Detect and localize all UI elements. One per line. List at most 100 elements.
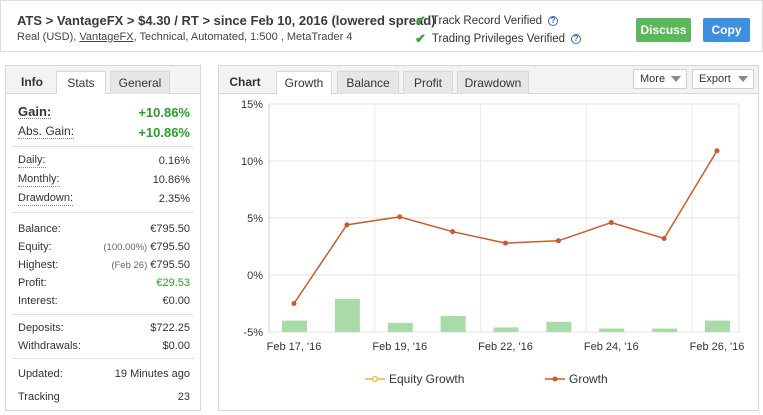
highest-note: (Feb 26) [111, 260, 148, 271]
volume-bar [282, 320, 307, 332]
abs-gain-label: Abs. Gain: [18, 124, 75, 139]
divider [12, 358, 194, 359]
equity-value: €795.50 [150, 241, 190, 253]
drawdown-row: Drawdown: 2.35% [18, 191, 190, 207]
withdrawals-value: $0.00 [162, 340, 190, 352]
highest-value: €795.50 [150, 259, 190, 271]
discuss-button[interactable]: Discuss [636, 18, 691, 42]
stats-panel: Info Stats General Gain: +10.86% Abs. Ga… [5, 65, 201, 411]
interest-value: €0.00 [162, 295, 190, 307]
x-tick-label: Feb 17, '16 [267, 341, 322, 353]
profit-row: Profit: €29.53 [18, 275, 190, 291]
y-tick-label: 15% [241, 99, 263, 111]
divider [12, 314, 194, 315]
y-tick-label: 10% [241, 156, 263, 168]
divider [12, 146, 194, 147]
deposits-label: Deposits: [18, 321, 64, 334]
legend-equity-label: Equity Growth [389, 372, 464, 386]
tab-drawdown[interactable]: Drawdown [457, 71, 529, 94]
equity-note: (100.00%) [103, 242, 148, 253]
tab-balance[interactable]: Balance [337, 71, 399, 94]
profit-label: Profit: [18, 276, 47, 289]
volume-bar [652, 328, 678, 332]
growth-point [608, 220, 614, 226]
x-tick-label: Feb 26, '16 [690, 341, 745, 353]
highest-row: Highest: (Feb 26) €795.50 [18, 257, 190, 273]
interest-row: Interest: €0.00 [18, 293, 190, 309]
subtitle-prefix: Real (USD), [17, 31, 80, 43]
legend-equity-marker [371, 375, 379, 383]
export-label: Export [699, 73, 731, 85]
trading-privileges-label: Trading Privileges Verified [431, 33, 566, 45]
volume-bar [493, 327, 519, 332]
track-record-verified: ✔ Track Record Verified ? [415, 13, 559, 29]
abs-gain-row: Abs. Gain: +10.86% [18, 124, 190, 140]
balance-value: €795.50 [150, 223, 190, 235]
daily-row: Daily: 0.16% [18, 153, 190, 169]
gain-row: Gain: +10.86% [18, 104, 190, 120]
system-subtitle: Real (USD), VantageFX, Technical, Automa… [17, 31, 352, 43]
balance-row: Balance: €795.50 [18, 221, 190, 237]
x-tick-label: Feb 19, '16 [372, 341, 427, 353]
withdrawals-label: Withdrawals: [18, 339, 81, 352]
drawdown-label: Drawdown: [18, 192, 74, 206]
tracking-row: Tracking 23 [18, 389, 190, 405]
legend-growth-label: Growth [569, 372, 608, 386]
x-tick-label: Feb 22, '16 [478, 341, 533, 353]
volume-bar [440, 316, 466, 332]
help-icon[interactable]: ? [548, 16, 559, 26]
trading-privileges-verified: ✔ Trading Privileges Verified ? [415, 31, 582, 47]
volume-bar [334, 298, 360, 332]
growth-point [555, 238, 561, 244]
divider [12, 212, 194, 213]
daily-label: Daily: [18, 154, 46, 168]
tab-growth[interactable]: Growth [276, 71, 332, 94]
volume-bar [387, 322, 413, 332]
chevron-down-icon [738, 76, 748, 82]
tab-info: Info [21, 75, 43, 89]
export-dropdown[interactable]: Export [692, 69, 754, 89]
deposits-row: Deposits: $722.25 [18, 320, 190, 336]
balance-label: Balance: [18, 222, 61, 235]
tracking-value: 23 [177, 391, 190, 403]
tracking-label: Tracking [18, 390, 60, 403]
x-tick-label: Feb 24, '16 [584, 341, 639, 353]
chart-tabs: Chart Growth Balance Profit Drawdown Mor… [219, 66, 758, 94]
page-title: ATS > VantageFX > $4.30 / RT > since Feb… [17, 13, 436, 28]
volume-bar [546, 321, 572, 332]
volume-bar [599, 328, 625, 332]
chart-panel: Chart Growth Balance Profit Drawdown Mor… [218, 65, 759, 411]
deposits-value: $722.25 [150, 322, 190, 334]
copy-button[interactable]: Copy [703, 18, 750, 42]
system-header: ATS > VantageFX > $4.30 / RT > since Feb… [0, 0, 763, 52]
growth-point [714, 148, 720, 154]
legend-growth-marker [552, 376, 558, 382]
more-dropdown[interactable]: More [633, 69, 687, 89]
y-tick-label: 0% [247, 270, 263, 282]
profit-value: €29.53 [156, 277, 190, 289]
monthly-value: 10.86% [152, 174, 190, 186]
volume-bar [705, 320, 730, 332]
growth-point [291, 301, 297, 306]
check-icon: ✔ [415, 13, 426, 28]
y-tick-label: -5% [243, 327, 263, 339]
tab-stats[interactable]: Stats [56, 71, 106, 94]
growth-point [450, 229, 456, 235]
tab-profit[interactable]: Profit [403, 71, 453, 94]
growth-point [661, 236, 667, 242]
abs-gain-value: +10.86% [138, 124, 190, 140]
updated-row: Updated: 19 Minutes ago [18, 366, 190, 382]
highest-label: Highest: [18, 258, 59, 271]
growth-point [503, 240, 508, 246]
growth-point [397, 214, 403, 220]
updated-label: Updated: [18, 367, 63, 380]
help-icon[interactable]: ? [571, 34, 582, 44]
track-record-label: Track Record Verified [431, 15, 543, 27]
equity-label: Equity: [18, 240, 52, 253]
drawdown-value: 2.35% [158, 193, 190, 205]
broker-link[interactable]: VantageFX [79, 31, 134, 43]
daily-value: 0.16% [158, 155, 190, 167]
withdrawals-row: Withdrawals: $0.00 [18, 338, 190, 354]
equity-row: Equity: (100.00%) €795.50 [18, 239, 190, 255]
tab-general[interactable]: General [110, 71, 170, 94]
